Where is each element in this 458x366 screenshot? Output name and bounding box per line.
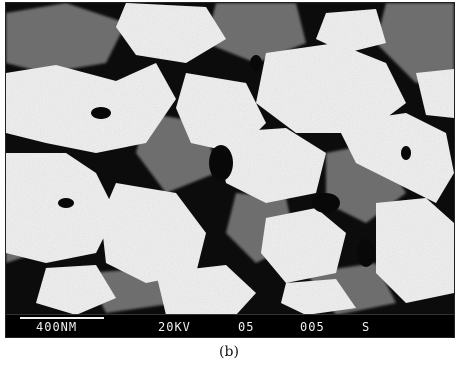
particle	[416, 69, 454, 118]
pores	[58, 55, 411, 267]
particle	[6, 63, 176, 153]
particles	[6, 3, 454, 315]
particle	[376, 198, 454, 303]
scale-bar-number: 005	[300, 320, 325, 334]
particle	[216, 128, 326, 203]
particle	[316, 9, 386, 53]
scale-bar-marker	[20, 317, 104, 319]
particle	[281, 279, 356, 315]
particle	[261, 208, 346, 283]
particle	[101, 183, 206, 283]
particle-field	[6, 3, 454, 337]
particle	[116, 3, 226, 63]
scale-bar-magnification: 05	[238, 320, 255, 334]
scale-bar-size: 400NM	[36, 320, 78, 334]
particle	[156, 265, 256, 315]
particle	[6, 153, 116, 263]
figure-caption: (b)	[219, 344, 239, 360]
scale-bar: 400NM 20KV 05 005 S	[6, 314, 454, 337]
particle	[336, 113, 454, 203]
particle	[256, 43, 406, 133]
particle	[36, 265, 116, 315]
scale-bar-voltage: 20KV	[158, 320, 191, 334]
scale-bar-mode: S	[362, 320, 371, 334]
sem-micrograph: 400NM 20KV 05 005 S	[5, 2, 455, 338]
